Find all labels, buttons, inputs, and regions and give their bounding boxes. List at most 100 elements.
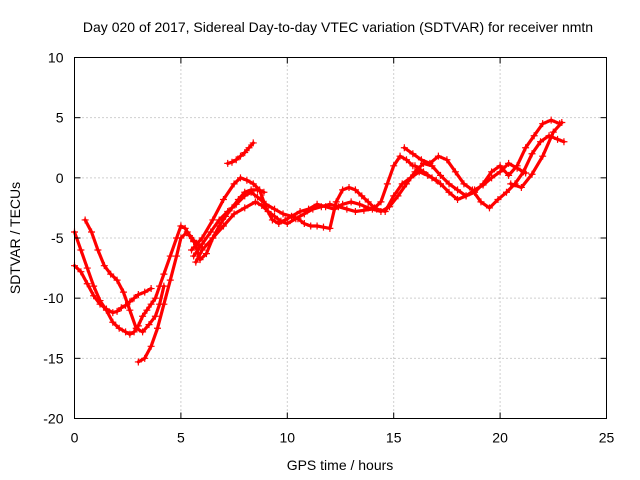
ticks [74, 57, 607, 419]
data-point [245, 144, 253, 152]
data-point [317, 203, 325, 211]
data-point [96, 300, 104, 308]
data-point [151, 294, 159, 302]
data-point [173, 252, 181, 260]
data-point [460, 180, 468, 188]
data-point [198, 246, 206, 254]
y-tick-label: -15 [43, 350, 63, 366]
data-point [402, 180, 410, 188]
data-point [141, 288, 149, 296]
data-point [547, 116, 555, 124]
data-point [528, 170, 536, 178]
x-tick-label: 10 [280, 430, 296, 446]
data-point [141, 354, 149, 362]
data-point [160, 270, 168, 278]
data-point [454, 195, 462, 203]
data-point [505, 171, 513, 179]
data-point [183, 228, 191, 236]
data-point [296, 208, 304, 216]
data-point [539, 152, 547, 160]
data-point [283, 220, 291, 228]
data-point [402, 156, 410, 164]
series-trace-b [71, 262, 155, 317]
data-point [356, 200, 364, 208]
data-point [249, 139, 257, 147]
data-point [319, 223, 327, 231]
data-point [100, 262, 108, 270]
data-point [190, 252, 198, 260]
data-point [419, 168, 427, 176]
data-point [445, 188, 453, 196]
x-tick-label: 15 [386, 430, 402, 446]
data-point [202, 250, 210, 258]
data-point [247, 188, 255, 196]
data-point [502, 188, 510, 196]
data-point [258, 202, 266, 210]
data-point [119, 288, 127, 296]
data-point [377, 208, 385, 216]
data-point [230, 180, 238, 188]
data-point [147, 285, 155, 293]
data-point [126, 330, 134, 338]
data-point [160, 300, 168, 308]
data-point [254, 193, 262, 201]
data-point [232, 200, 240, 208]
data-point [177, 222, 185, 230]
data-point [528, 150, 536, 158]
x-tick-label: 0 [71, 430, 79, 446]
grid [74, 57, 607, 419]
series-group [71, 116, 568, 366]
data-point [94, 246, 102, 254]
data-point [198, 240, 206, 248]
data-point [241, 192, 249, 200]
data-point [262, 200, 270, 208]
data-point [390, 162, 398, 170]
data-point [345, 183, 353, 191]
data-point [264, 208, 272, 216]
data-point [537, 138, 545, 146]
data-point [339, 186, 347, 194]
y-tick-label: -20 [43, 411, 63, 427]
data-point [209, 216, 217, 224]
data-point [462, 192, 470, 200]
y-tick-label: 0 [56, 170, 64, 186]
data-point [77, 268, 85, 276]
data-point [77, 246, 85, 254]
data-point [145, 321, 153, 329]
data-point [219, 195, 227, 203]
series-line [189, 154, 415, 252]
data-point [130, 328, 138, 336]
data-point [177, 234, 185, 242]
data-point [268, 216, 276, 224]
data-point [496, 162, 504, 170]
data-point [385, 203, 393, 211]
data-point [132, 324, 140, 332]
data-point [411, 168, 419, 176]
series-line [136, 188, 266, 364]
data-point [130, 294, 138, 302]
data-point [160, 282, 168, 290]
data-point [292, 215, 300, 223]
series-trace-c [81, 216, 168, 336]
data-point [300, 220, 308, 228]
data-point [364, 198, 372, 206]
data-point [139, 312, 147, 320]
x-tick-label: 5 [177, 430, 185, 446]
data-point [351, 186, 359, 194]
series-line [194, 118, 562, 264]
data-point [307, 222, 315, 230]
data-point [251, 198, 259, 206]
data-point [147, 300, 155, 308]
data-point [147, 342, 155, 350]
data-point [134, 291, 142, 299]
data-point [558, 118, 566, 126]
series-line [413, 161, 528, 202]
data-point [411, 162, 419, 170]
data-point [517, 183, 525, 191]
x-tick-label: 20 [492, 430, 508, 446]
data-point [494, 195, 502, 203]
data-point [209, 234, 217, 242]
data-point [215, 216, 223, 224]
y-axis-label: SDTVAR / TECUs [7, 182, 23, 294]
data-point [300, 210, 308, 218]
